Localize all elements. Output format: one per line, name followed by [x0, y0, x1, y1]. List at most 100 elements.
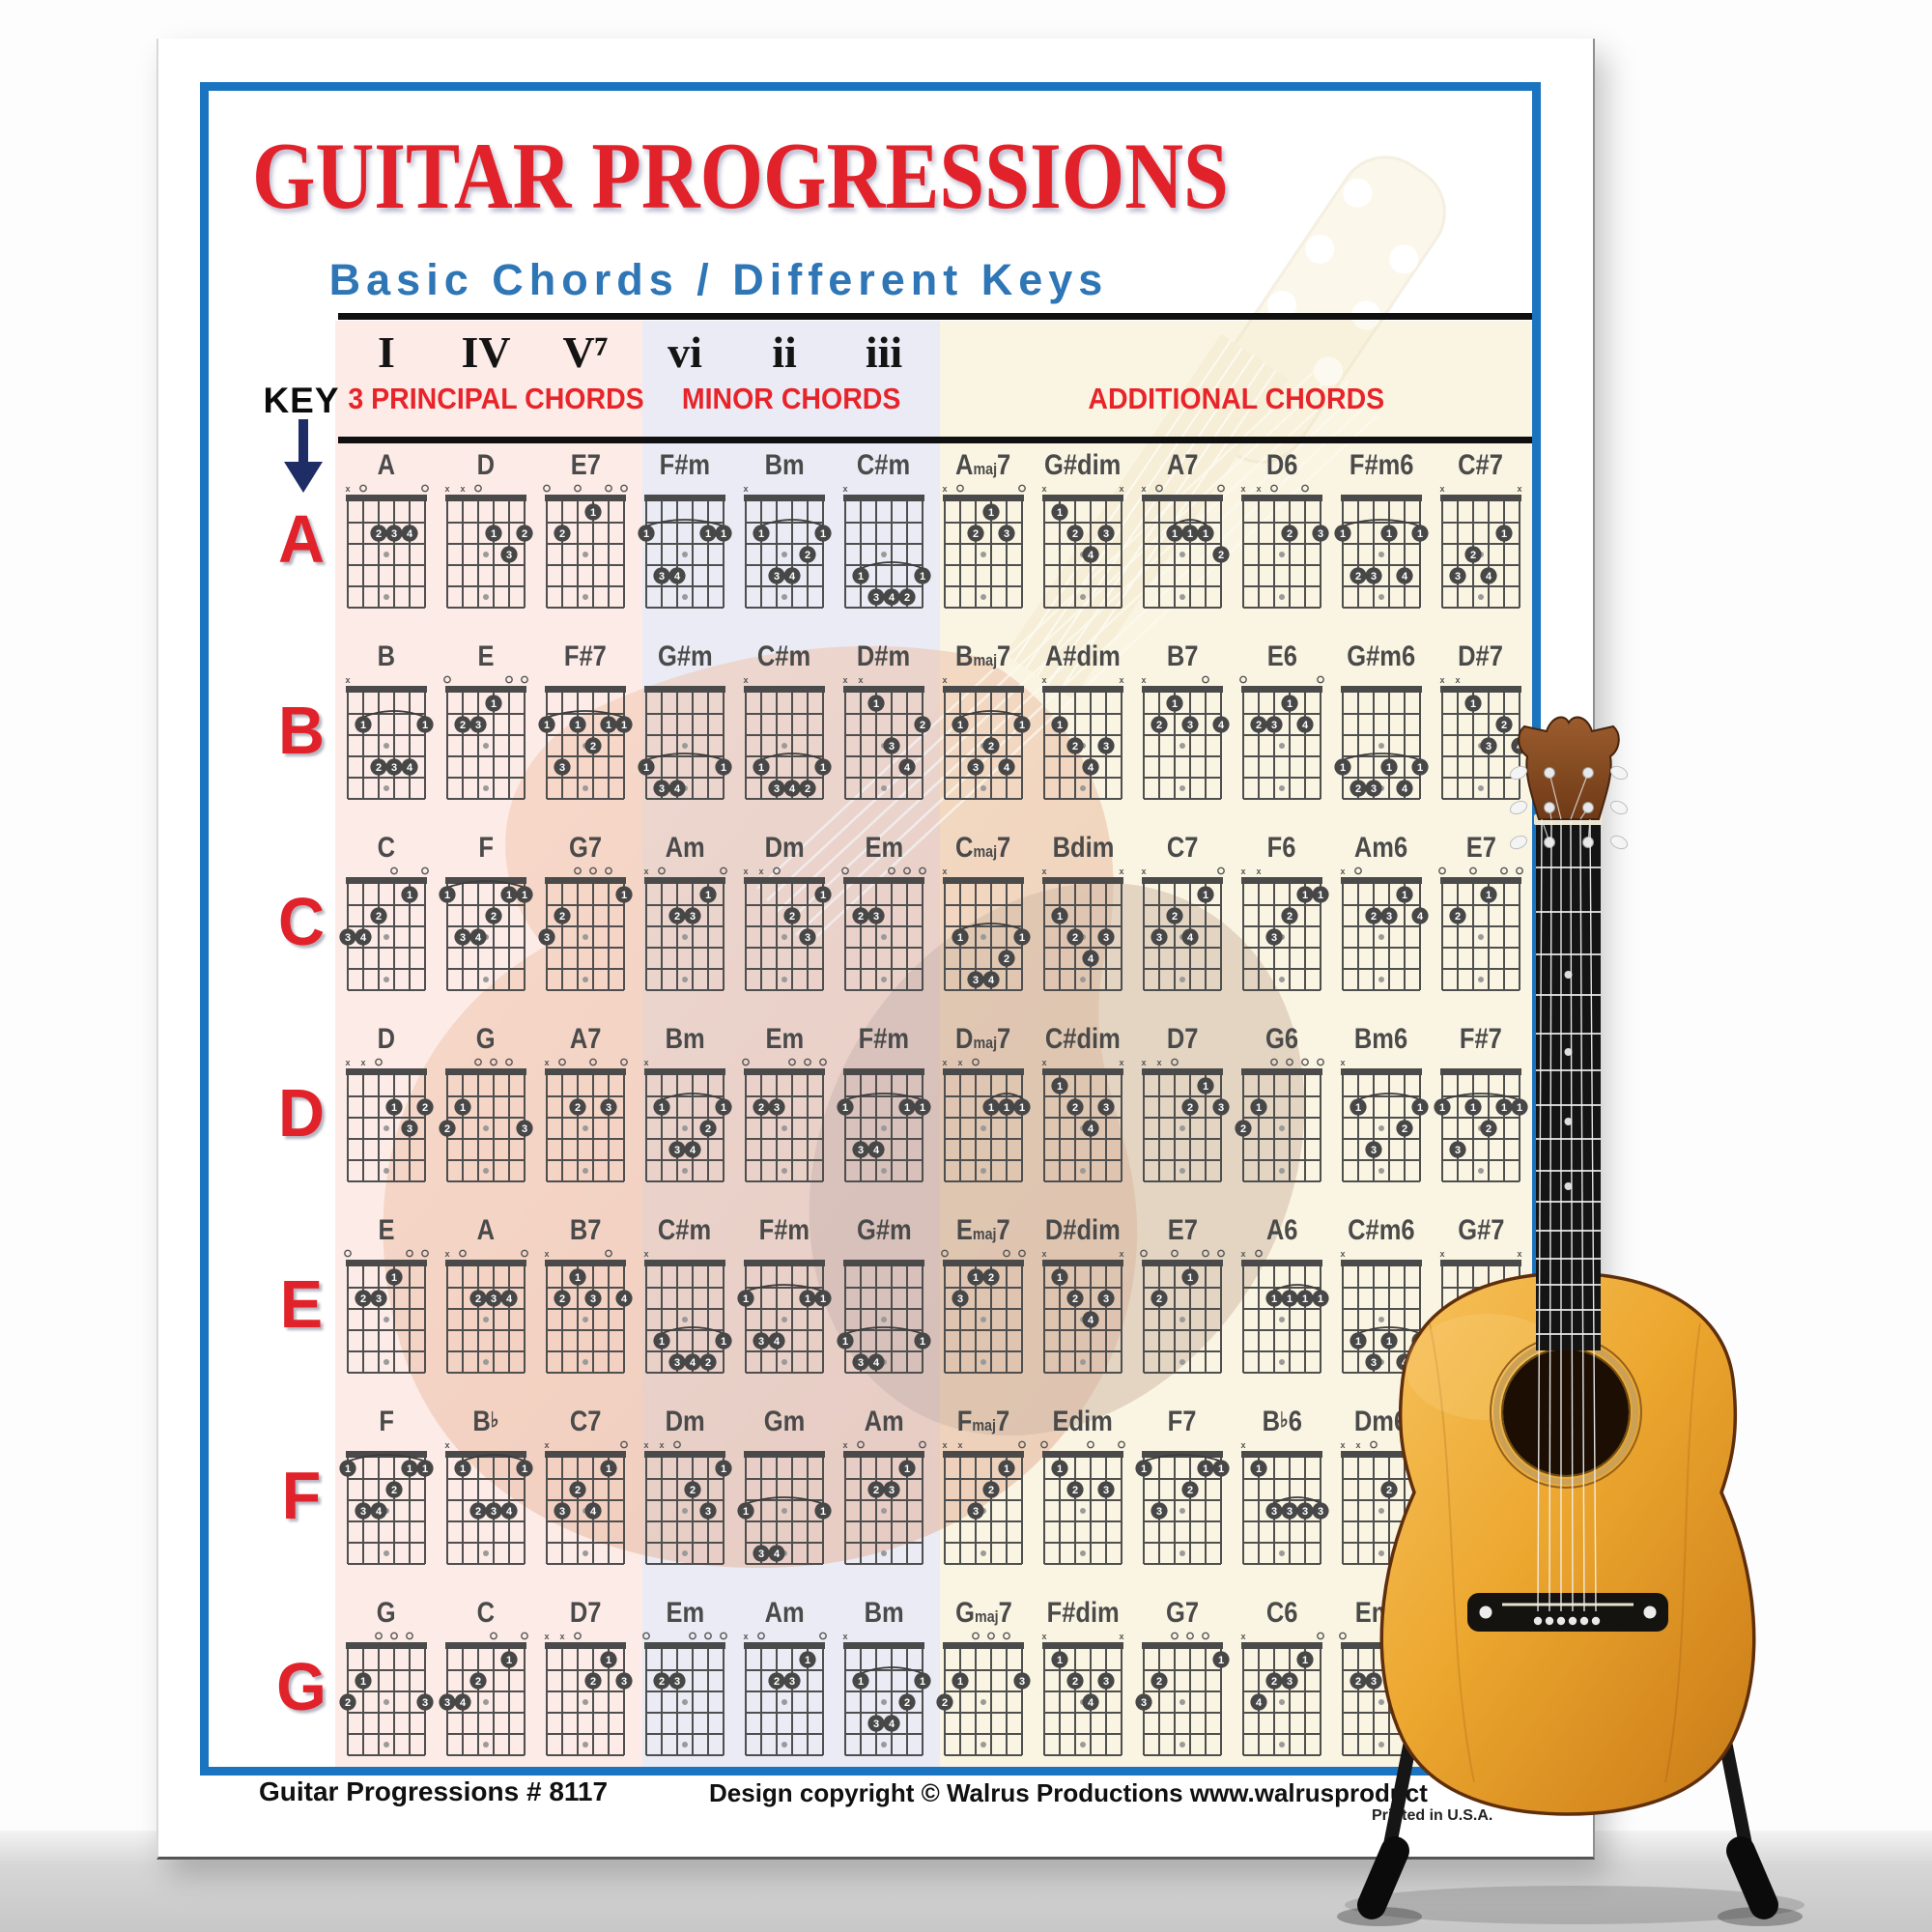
svg-text:2: 2	[1156, 720, 1162, 731]
svg-text:1: 1	[957, 720, 963, 731]
svg-text:2: 2	[1287, 528, 1293, 540]
down-arrow-icon	[284, 419, 323, 493]
svg-text:2: 2	[904, 1697, 910, 1709]
svg-text:1: 1	[391, 1102, 397, 1114]
chord-name-F-Am: Am	[864, 1406, 904, 1437]
guitar-headstock	[1509, 716, 1629, 850]
svg-text:1: 1	[1203, 890, 1208, 901]
svg-text:3: 3	[674, 1676, 680, 1688]
svg-text:x: x	[942, 484, 947, 494]
svg-text:1: 1	[1256, 1102, 1262, 1114]
guitar-floor-shadow	[1337, 1886, 1804, 1926]
svg-text:x: x	[1240, 484, 1245, 494]
svg-text:3: 3	[1187, 720, 1193, 731]
svg-text:4: 4	[376, 1506, 383, 1518]
svg-text:x: x	[842, 1632, 847, 1641]
svg-text:1: 1	[758, 762, 764, 774]
chord-name-A-F#m: F#m	[659, 449, 711, 481]
svg-text:3: 3	[391, 528, 397, 540]
svg-text:x: x	[643, 1440, 648, 1450]
svg-text:2: 2	[559, 911, 565, 923]
svg-text:1: 1	[1340, 528, 1346, 540]
svg-text:1: 1	[988, 1102, 994, 1114]
svg-text:2: 2	[391, 1485, 397, 1496]
svg-text:1: 1	[743, 1293, 749, 1305]
svg-text:3: 3	[873, 911, 879, 923]
svg-text:1: 1	[842, 1102, 848, 1114]
svg-text:x: x	[643, 1249, 648, 1259]
svg-text:1: 1	[1057, 1463, 1063, 1475]
svg-text:2: 2	[1402, 1123, 1407, 1135]
chord-diagram-A-D6: x x 2 3	[1233, 483, 1331, 611]
chord-name-F-Fmaj7: Fmaj7	[956, 1406, 1010, 1437]
svg-text:3: 3	[460, 932, 466, 944]
svg-text:x: x	[1240, 1440, 1245, 1450]
svg-text:4: 4	[1088, 953, 1094, 965]
svg-text:x: x	[942, 675, 947, 685]
svg-text:1: 1	[920, 571, 925, 582]
svg-text:3: 3	[674, 1357, 680, 1369]
chord-name-E-C#m: C#m	[658, 1214, 712, 1246]
chord-name-B-D#m: D#m	[857, 640, 911, 672]
svg-text:2: 2	[1187, 1102, 1193, 1114]
svg-text:3: 3	[559, 1506, 565, 1518]
svg-text:x: x	[942, 867, 947, 876]
svg-text:x: x	[842, 484, 847, 494]
svg-text:x: x	[1141, 675, 1146, 685]
svg-text:x: x	[858, 675, 863, 685]
svg-text:1: 1	[1470, 1102, 1476, 1114]
svg-text:3: 3	[544, 932, 550, 944]
key-column-label: KEY	[263, 381, 340, 420]
svg-text:x: x	[345, 1058, 350, 1067]
chord-name-C-C: C	[377, 832, 396, 864]
svg-text:3: 3	[1287, 1506, 1293, 1518]
svg-text:3: 3	[621, 1676, 627, 1688]
svg-text:2: 2	[1072, 1676, 1078, 1688]
svg-text:1: 1	[973, 1272, 979, 1284]
svg-text:x: x	[444, 1440, 449, 1450]
svg-text:2: 2	[522, 528, 527, 540]
svg-text:x: x	[544, 1632, 549, 1641]
svg-text:4: 4	[506, 1293, 513, 1305]
svg-text:4: 4	[904, 762, 911, 774]
svg-text:2: 2	[1287, 911, 1293, 923]
svg-text:1: 1	[606, 1463, 611, 1475]
svg-text:3: 3	[1103, 1293, 1109, 1305]
svg-text:2: 2	[559, 528, 565, 540]
svg-text:x: x	[842, 1440, 847, 1450]
chord-name-D-Em: Em	[765, 1023, 804, 1055]
svg-text:x: x	[444, 484, 449, 494]
svg-text:x: x	[1119, 1632, 1123, 1641]
svg-text:2: 2	[376, 762, 382, 774]
svg-text:1: 1	[345, 1463, 351, 1475]
chord-name-E-B7: B7	[569, 1214, 602, 1246]
svg-text:2: 2	[1156, 1293, 1162, 1305]
svg-text:1: 1	[643, 762, 649, 774]
chord-name-E-F#m: F#m	[758, 1214, 810, 1246]
svg-text:1: 1	[1019, 932, 1025, 944]
svg-text:4: 4	[1088, 1123, 1094, 1135]
chord-name-B-Bmaj7: Bmaj7	[955, 640, 1011, 672]
svg-text:x: x	[1119, 484, 1123, 494]
chord-name-E-G#m: G#m	[856, 1214, 912, 1246]
key-letter-F: F	[281, 1458, 322, 1533]
chord-name-A-Bm: Bm	[764, 449, 805, 481]
svg-text:1: 1	[1318, 1293, 1323, 1305]
svg-text:x: x	[842, 675, 847, 685]
svg-text:2: 2	[973, 528, 979, 540]
svg-text:1: 1	[606, 720, 611, 731]
svg-text:x: x	[544, 1249, 549, 1259]
